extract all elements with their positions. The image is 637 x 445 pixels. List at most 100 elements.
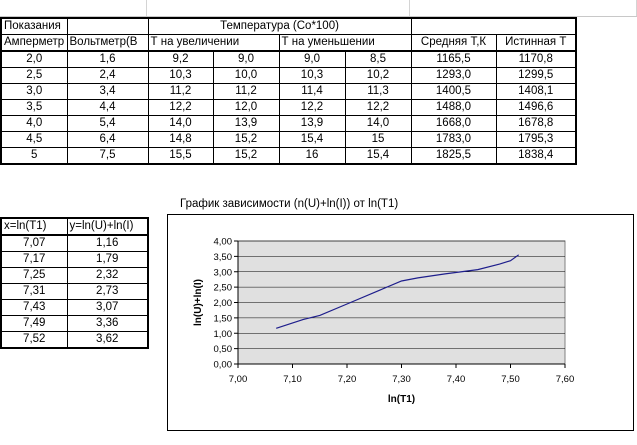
table-cell: 7,52 xyxy=(0,331,68,349)
y-tick-label: 0,00 xyxy=(214,360,233,371)
table-row: 4,0 5,4 14,0 13,9 13,9 14,0 1668,0 1678,8 xyxy=(0,115,577,132)
y-tick-label: 1,50 xyxy=(214,313,233,324)
temperature-header: Температура (Со*100) xyxy=(147,17,412,35)
table-cell: 1165,5 xyxy=(410,50,497,68)
table-cell: 3,62 xyxy=(66,331,149,349)
x-tick-label: 7,60 xyxy=(556,374,575,385)
chart-frame: 0,00 0,50 1,00 1,50 2,00 2,50 3,00 3,50 4,00 7,00… xyxy=(167,214,634,431)
table-row: 7,17 1,79 xyxy=(0,251,149,268)
series-line xyxy=(276,254,520,329)
table-row: 2,5 2,4 10,3 10,0 10,3 10,2 1293,0 1299,5 xyxy=(0,67,577,84)
table-cell: 3,4 xyxy=(66,83,149,100)
sheet-gridline xyxy=(0,16,637,17)
y-tick-label: 0,50 xyxy=(214,344,233,355)
table-row: 4,5 6,4 14,8 15,2 15,4 15 1783,0 1795,3 xyxy=(0,131,577,148)
table-cell: 7,07 xyxy=(0,234,68,252)
table-cell: 8,5 xyxy=(344,50,412,68)
table-cell: 4,4 xyxy=(66,99,149,116)
table-cell: 4,0 xyxy=(0,115,68,132)
x-tick-label: 7,10 xyxy=(283,374,302,385)
sheet-top-cell xyxy=(147,0,410,16)
table-cell: 15,4 xyxy=(344,147,412,165)
y-tick-label: 3,00 xyxy=(214,267,233,278)
table-cell: 1488,0 xyxy=(410,99,497,116)
ln-header-row: x=ln(T1) y=ln(U)+ln(I) xyxy=(0,217,149,236)
table-cell: 15,4 xyxy=(278,131,346,148)
table-cell: 7,25 xyxy=(0,267,68,284)
table-cell: 9,0 xyxy=(212,50,280,68)
t-increase-header: Т на увеличении xyxy=(147,34,280,52)
table-cell: 13,9 xyxy=(212,115,280,132)
readings-table: Показания Температура (Со*100) Амперметр… xyxy=(0,17,577,165)
y-tick-label: 4,00 xyxy=(214,237,233,248)
table-cell: 2,5 xyxy=(0,67,68,84)
sheet-top-cell xyxy=(0,0,147,16)
table-cell: 11,2 xyxy=(212,83,280,100)
table-cell: 9,2 xyxy=(147,50,214,68)
table-cell: 12,2 xyxy=(344,99,412,116)
table-cell: 16 xyxy=(278,147,346,165)
table-cell: 14,0 xyxy=(344,115,412,132)
table-cell: 7,17 xyxy=(0,251,68,268)
y-header: y=ln(U)+ln(I) xyxy=(66,217,149,236)
y-tick-label: 2,00 xyxy=(214,298,233,309)
table-cell: 14,8 xyxy=(147,131,214,148)
table-cell: 7,43 xyxy=(0,299,68,316)
table-cell: 1668,0 xyxy=(410,115,497,132)
table-cell: 3,5 xyxy=(0,99,68,116)
table-cell: 1400,5 xyxy=(410,83,497,100)
table-cell: 3,0 xyxy=(0,83,68,100)
empty-header-cell xyxy=(66,17,149,35)
table-cell: 15,2 xyxy=(212,147,280,165)
table-cell: 10,0 xyxy=(212,67,280,84)
x-tick-label: 7,00 xyxy=(229,374,248,385)
chart-svg: 0,00 0,50 1,00 1,50 2,00 2,50 3,00 3,50 4,00 7,00… xyxy=(193,237,575,406)
table-row: 7,52 3,62 xyxy=(0,331,149,349)
table-cell: 7,49 xyxy=(0,315,68,332)
table-cell: 12,2 xyxy=(278,99,346,116)
ammeter-header: Амперметр xyxy=(0,34,68,52)
true-t-header: Истинная Т xyxy=(495,34,577,52)
y-tick-label: 1,00 xyxy=(214,329,233,340)
ln-table: x=ln(T1) y=ln(U)+ln(I) 7,07 1,16 7,17 1,79 7… xyxy=(0,217,149,349)
table-cell: 1496,6 xyxy=(495,99,577,116)
table-cell: 15,5 xyxy=(147,147,214,165)
table-cell: 9,0 xyxy=(278,50,346,68)
table-cell: 11,3 xyxy=(344,83,412,100)
x-tick-label: 7,40 xyxy=(447,374,466,385)
header-row-2: Амперметр Вольтметр(В Т на увеличении Т … xyxy=(0,34,577,52)
x-axis-label: ln(T1) xyxy=(388,394,415,405)
table-cell: 10,3 xyxy=(147,67,214,84)
table-cell: 2,4 xyxy=(66,67,149,84)
table-cell: 1838,4 xyxy=(495,147,577,165)
table-row: 3,0 3,4 11,2 11,2 11,4 11,3 1400,5 1408,1 xyxy=(0,83,577,100)
table-row: 7,25 2,32 xyxy=(0,267,149,284)
table-cell: 2,0 xyxy=(0,50,68,68)
table-cell: 1170,8 xyxy=(495,50,577,68)
empty-header-cell xyxy=(410,17,577,35)
table-cell: 5,4 xyxy=(66,115,149,132)
table-cell: 13,9 xyxy=(278,115,346,132)
table-cell: 1825,5 xyxy=(410,147,497,165)
readings-header: Показания xyxy=(0,17,68,35)
table-cell: 12,0 xyxy=(212,99,280,116)
table-cell: 15,2 xyxy=(212,131,280,148)
table-row: 3,5 4,4 12,2 12,0 12,2 12,2 1488,0 1496,6 xyxy=(0,99,577,116)
table-cell: 4,5 xyxy=(0,131,68,148)
table-cell: 7,5 xyxy=(66,147,149,165)
table-row: 7,49 3,36 xyxy=(0,315,149,332)
table-cell: 15 xyxy=(344,131,412,148)
sheet-top-cell xyxy=(410,0,637,16)
x-tick-label: 7,30 xyxy=(392,374,411,385)
table-cell: 1299,5 xyxy=(495,67,577,84)
table-cell: 12,2 xyxy=(147,99,214,116)
table-cell: 11,4 xyxy=(278,83,346,100)
x-tick-label: 7,20 xyxy=(338,374,357,385)
avg-t-header: Средняя Т,К xyxy=(410,34,497,52)
y-axis-label: ln(U)+ln(I) xyxy=(193,279,204,326)
table-cell: 2,73 xyxy=(66,283,149,300)
table-cell: 14,0 xyxy=(147,115,214,132)
x-tick-label: 7,50 xyxy=(501,374,520,385)
table-row: 7,43 3,07 xyxy=(0,299,149,316)
table-cell: 1678,8 xyxy=(495,115,577,132)
